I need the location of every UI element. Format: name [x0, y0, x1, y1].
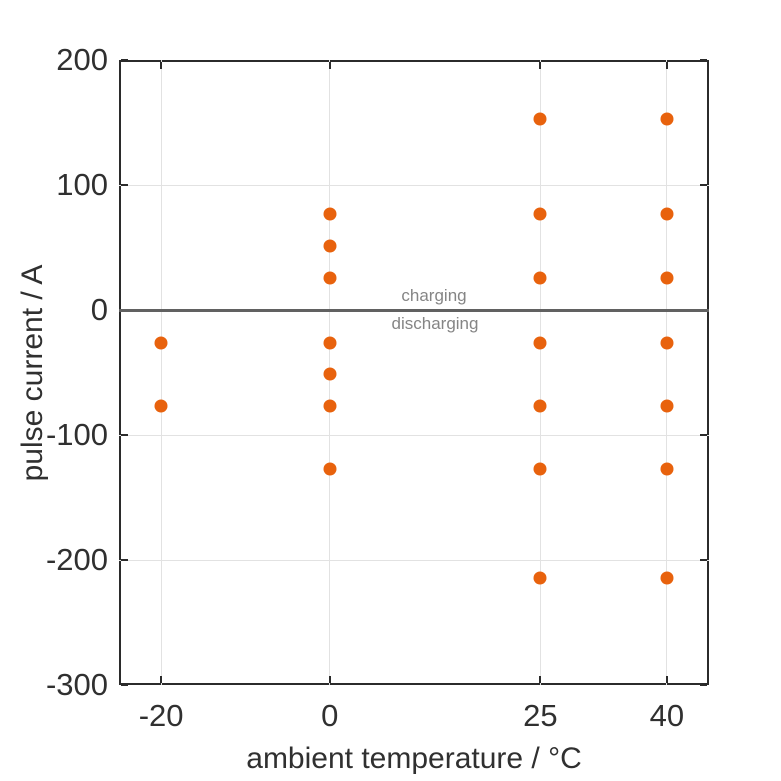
y-tick-label: 0: [90, 292, 108, 327]
x-axis-tick: [160, 676, 163, 683]
data-point: [660, 399, 674, 413]
y-axis-tick: [700, 434, 707, 436]
data-point: [533, 462, 547, 476]
data-point: [660, 207, 674, 221]
x-tick-label: 40: [649, 698, 685, 733]
x-tick-label: 0: [321, 698, 339, 733]
y-tick-label: -100: [45, 417, 108, 452]
y-tick-label: -300: [45, 667, 108, 702]
charging-label: charging: [401, 286, 467, 305]
gridline-horizontal: [119, 559, 709, 561]
data-point: [533, 207, 547, 221]
gridline-vertical: [666, 60, 668, 685]
data-point: [660, 336, 674, 349]
y-tick-label: -200: [45, 542, 108, 577]
data-point: [533, 571, 547, 584]
x-axis-tick: [328, 676, 331, 683]
x-tick-label: -20: [138, 698, 184, 733]
data-point: [660, 571, 674, 584]
data-point: [323, 399, 337, 413]
y-axis-tick: [121, 434, 128, 436]
x-axis-tick: [665, 62, 668, 69]
data-point: [323, 271, 337, 284]
gridline-vertical: [539, 60, 541, 685]
x-axis-tick: [665, 676, 668, 683]
plot-area: charging discharging: [119, 59, 709, 686]
y-axis-tick: [121, 684, 128, 686]
data-point: [533, 112, 547, 126]
data-point: [154, 399, 168, 413]
x-axis-label: ambient temperature / °C: [246, 742, 582, 775]
gridline-horizontal: [119, 434, 709, 436]
x-tick-label: 25: [523, 698, 558, 733]
data-point: [660, 112, 674, 126]
y-axis-tick: [700, 684, 707, 686]
x-axis-tick: [328, 62, 331, 69]
data-point: [323, 336, 337, 349]
data-point: [323, 207, 337, 221]
zero-line: [119, 308, 709, 312]
data-point: [533, 399, 547, 413]
y-tick-label: 100: [56, 167, 108, 202]
x-axis-tick: [160, 62, 163, 69]
data-point: [660, 462, 674, 476]
y-axis-tick: [121, 59, 128, 61]
data-point: [533, 336, 547, 349]
data-point: [323, 239, 337, 253]
data-point: [533, 271, 547, 284]
x-axis-tick: [539, 62, 542, 69]
discharging-label: discharging: [391, 314, 479, 333]
data-point: [660, 271, 674, 284]
y-axis-tick: [700, 184, 707, 186]
y-axis-tick: [121, 559, 128, 561]
x-axis-tick: [539, 676, 542, 683]
data-point: [323, 462, 337, 476]
gridline-horizontal: [119, 184, 709, 186]
data-point: [323, 367, 337, 381]
y-tick-label: 200: [56, 42, 108, 77]
gridline-vertical: [160, 60, 162, 685]
data-point: [154, 336, 168, 349]
y-axis-tick: [700, 559, 707, 561]
y-axis-tick: [121, 184, 128, 186]
y-axis-tick: [700, 59, 707, 61]
